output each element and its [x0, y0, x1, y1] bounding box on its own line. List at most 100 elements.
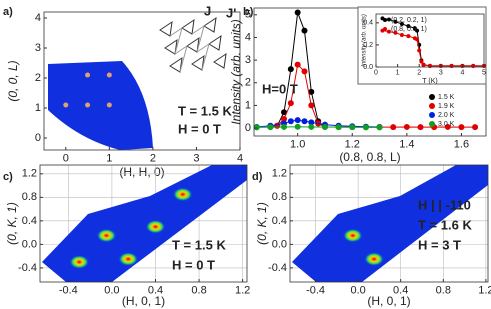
x-tick-label: 1 [396, 69, 400, 76]
data-point [406, 34, 411, 39]
x-tick-label: 1.2 [478, 285, 491, 297]
data-point [362, 124, 369, 131]
y-tick-label: 0 [35, 132, 41, 144]
x-tick-label: -0.4 [59, 285, 78, 297]
x-tick-label: 4 [237, 153, 243, 165]
data-point [281, 116, 288, 123]
y-tick-label: 0 [245, 122, 251, 134]
x-tick-label: 0.0 [104, 285, 119, 297]
annotation: H | | -110 [418, 197, 471, 212]
data-point [393, 30, 398, 35]
legend-label: 2.0 K [438, 112, 455, 119]
x-axis-label: (H, H, 0) [119, 165, 164, 179]
data-point [301, 118, 308, 125]
data-point [349, 124, 356, 131]
peak [106, 72, 112, 78]
x-tick-label: 2 [150, 153, 156, 165]
x-axis-label: (H, 0, 1) [367, 294, 410, 308]
lattice-sketch [159, 16, 227, 73]
y-axis-label: Intensity (arb. units) [229, 19, 243, 124]
x-tick-label: 1.0 [290, 139, 305, 151]
data-point [415, 37, 420, 42]
plot-frame [375, 13, 485, 68]
y-axis-label: (0, 0, L) [6, 60, 20, 101]
y-tick-label: 2 [245, 77, 251, 89]
y-tick-label: 0.0 [363, 64, 373, 71]
annotation: H=0 T [262, 81, 298, 96]
y-tick-label: 1 [35, 102, 41, 114]
scan-region [42, 165, 247, 282]
x-tick-label: 0.4 [148, 285, 163, 297]
scan-region [48, 61, 153, 150]
data-point [403, 123, 410, 130]
data-point [294, 61, 301, 68]
x-tick-label: 1.4 [399, 139, 414, 151]
data-point [301, 27, 308, 34]
data-point [444, 123, 451, 130]
panel-label: a) [3, 6, 13, 18]
y-tick-label: 0.4 [363, 20, 373, 27]
data-point [335, 124, 342, 131]
data-point [419, 59, 424, 64]
y-tick-label: 0.4 [22, 215, 37, 227]
data-point [399, 32, 404, 37]
peak [69, 255, 90, 270]
data-point [308, 88, 315, 95]
panel-label: b) [243, 6, 254, 18]
peak [106, 102, 112, 108]
x-tick-label: 0 [374, 69, 378, 76]
x-axis-label: T (K) [422, 78, 437, 85]
legend-swatch [429, 103, 435, 109]
annotation: H = 0 T [172, 257, 215, 272]
data-point [417, 124, 424, 131]
legend-label: 3.0 K [438, 121, 455, 128]
legend-swatch [383, 27, 387, 31]
peak [172, 187, 193, 202]
data-point [274, 122, 281, 129]
data-point [399, 21, 404, 26]
annotation: T = 1.5 K [178, 103, 232, 118]
x-tick-label: 0 [63, 153, 69, 165]
x-axis-label: (H, 0, 1) [122, 294, 165, 308]
y-axis-label: (0, K, 1) [255, 202, 269, 245]
legend-swatch [429, 121, 435, 127]
legend-label: (0.2, 0.2, 1) [391, 17, 427, 24]
legend-label: 1.9 K [438, 103, 455, 110]
legend-label: (0.8, 0.8, 1) [391, 26, 427, 33]
peak [118, 252, 139, 267]
series-line [270, 12, 326, 128]
data-point [294, 117, 301, 124]
legend-swatch [429, 112, 435, 118]
data-point [386, 29, 391, 34]
y-tick-label: 1 [245, 99, 251, 111]
peak [85, 72, 91, 78]
annotation: H = 0 T [178, 121, 221, 136]
data-point [417, 48, 422, 53]
annotation: J' [226, 5, 236, 20]
y-tick-label: 3 [245, 54, 251, 66]
annotation: T = 1.5 K [172, 237, 226, 252]
y-tick-label: 0.0 [272, 238, 287, 250]
y-tick-label: 0.8 [22, 191, 37, 203]
y-tick-label: 3 [35, 42, 41, 54]
y-tick-label: 1.2 [272, 168, 287, 180]
data-point [287, 100, 294, 107]
x-tick-label: 0.4 [393, 285, 408, 297]
x-tick-label: 3 [193, 153, 199, 165]
annotation: H = 3 T [418, 237, 461, 252]
y-tick-label: 0.8 [272, 191, 287, 203]
y-tick-label: -0.4 [268, 262, 287, 274]
y-tick-label: -0.4 [18, 262, 37, 274]
inset-frame [357, 6, 487, 85]
data-point [308, 119, 315, 126]
data-point [376, 124, 383, 131]
map-layer [48, 61, 153, 150]
plot-frame [39, 164, 248, 283]
y-axis-label: (0, K, 1) [5, 202, 19, 245]
x-tick-label: 0.0 [350, 285, 365, 297]
data-point [287, 118, 294, 125]
peak [364, 252, 385, 267]
peak [63, 102, 69, 108]
panel-label: d) [252, 171, 263, 183]
